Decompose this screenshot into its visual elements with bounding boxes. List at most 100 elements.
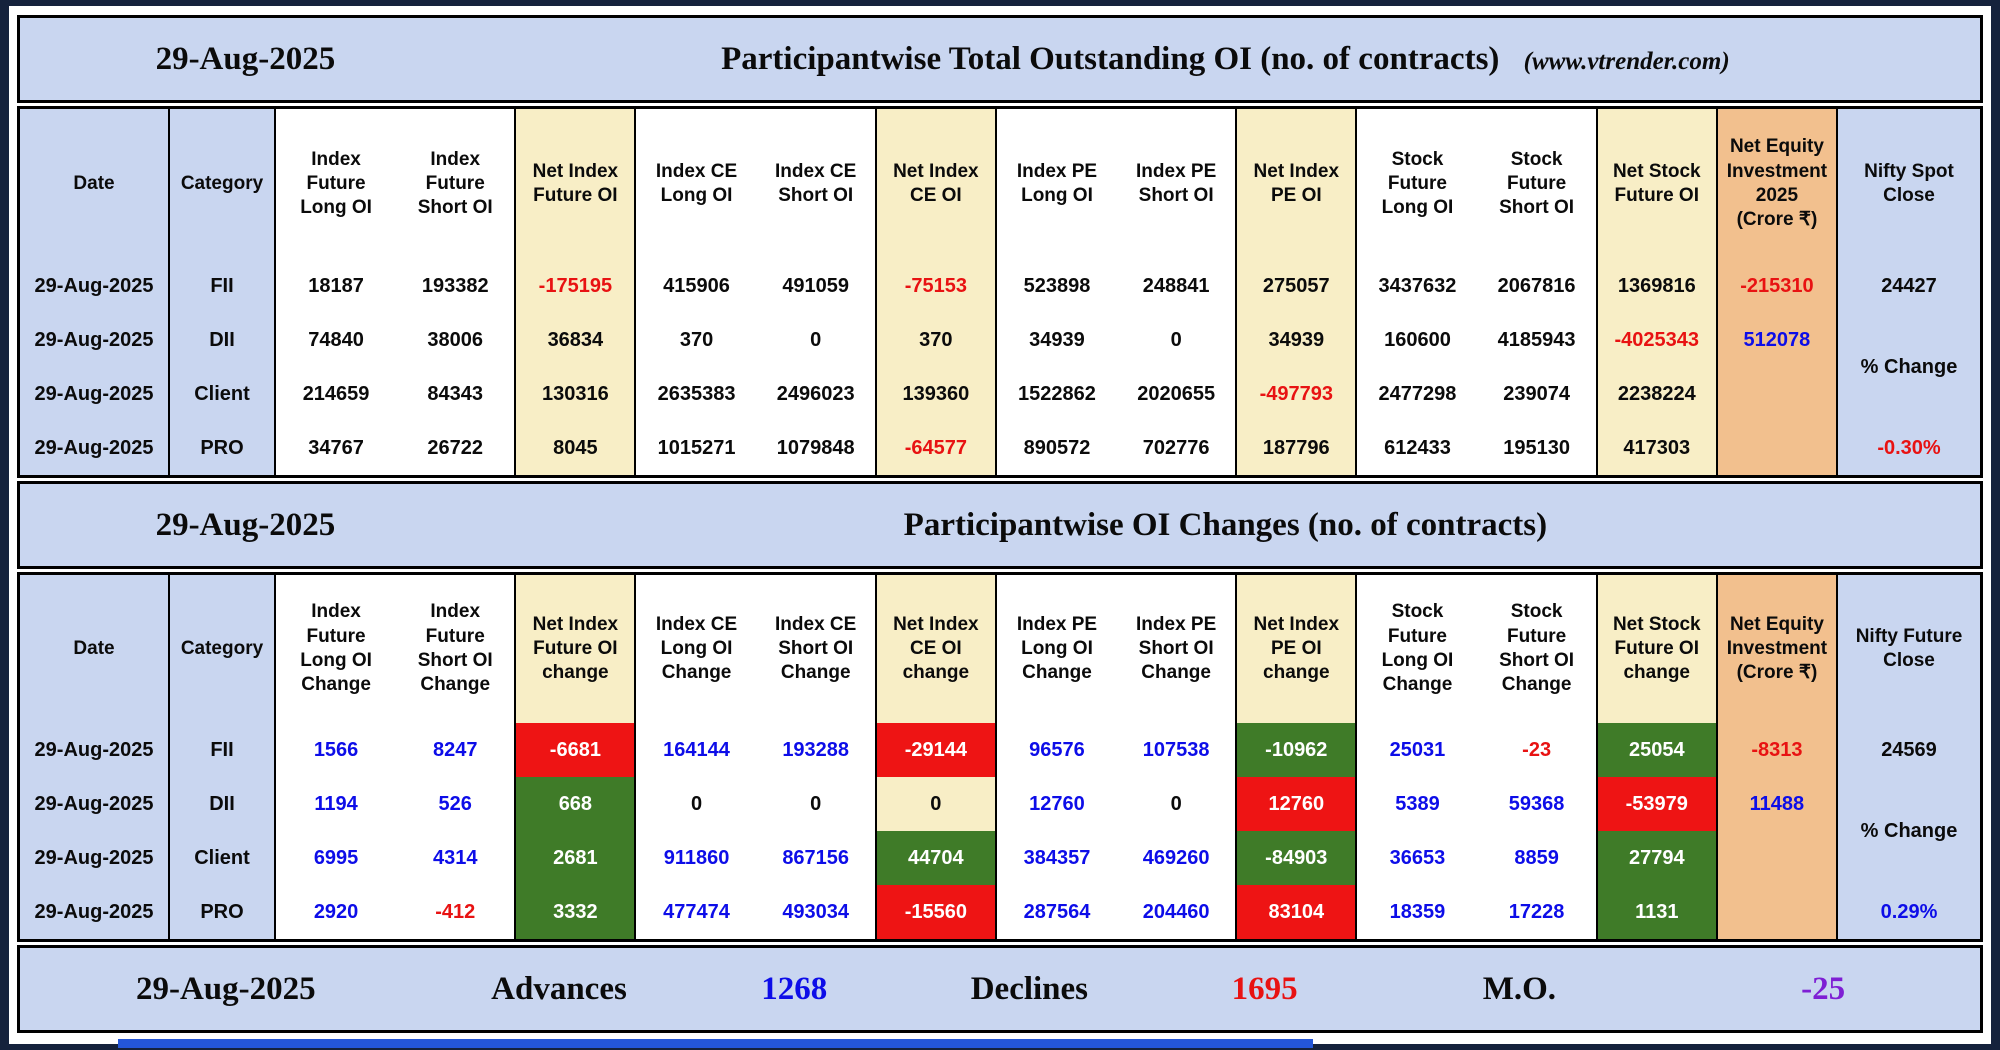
table1-stock-future-long-oi-row-0: 3437632 — [1378, 274, 1457, 297]
nifty-spot-close-pct: -0.30% — [1877, 436, 1941, 459]
table2-net-index-ce-oi-change-row-1: 0 — [930, 792, 942, 815]
column-header-index-pe-short-oi: Index PE Short OI — [1136, 160, 1217, 206]
column-header-index-future-long-oi: Index Future Long OI — [300, 148, 372, 219]
column-header-index-pe-long-oi: Index PE Long OI — [1016, 160, 1098, 206]
market-breadth-band: 29-Aug-2025 Advances 1268 Declines 1695 … — [17, 945, 1983, 1033]
column-header-net-equity-investment: Net Equity Investment (Crore ₹) — [1726, 613, 1828, 684]
table1-index-future-long-oi-row-0: 18187 — [308, 274, 364, 297]
table2-index-future-short-oi-change-row-1: 526 — [438, 792, 472, 815]
table2-col-net-stock-future-oi-change: Net Stock Future OI change 25054 -53979 277… — [1597, 575, 1718, 939]
column-header-stock-future-short-oi: Stock Future Short OI — [1499, 148, 1575, 219]
table2-index-future-long-oi-change-row-1: 1194 — [314, 792, 358, 815]
table1-net-index-pe-oi-row-2: -497793 — [1259, 382, 1333, 405]
table2-col-stock-future-short-oi-change: Stock Future Short OI Change -23 59368 8859… — [1477, 575, 1598, 939]
table1-net-index-pe-oi-row-0: 275057 — [1262, 274, 1330, 297]
table1-col-net-index-future-oi: Net Index Future OI -175195 36834 130316 804… — [516, 109, 637, 475]
table2-col-stock-future-long-oi-change: Stock Future Long OI Change 25031 5389 3665… — [1357, 575, 1478, 939]
table1-net-stock-future-oi-row-3: 417303 — [1623, 436, 1691, 459]
table1-col-net-index-ce-oi: Net Index CE OI -75153 370 139360 -64577 — [876, 109, 997, 475]
nifty-future-close-mid: % Change — [1860, 819, 1958, 842]
table2-col-index-ce-long-oi-change: Index CE Long OI Change 164144 0 911860 4774… — [636, 575, 757, 939]
column-header-index-future-short-oi: Index Future Short OI — [417, 148, 493, 219]
table1-col-net-equity-investment-2025: Net Equity Investment 2025 (Crore ₹) -215… — [1717, 109, 1838, 475]
column-header-net-index-pe-oi: Net Index PE OI — [1253, 160, 1340, 206]
table1-index-future-short-oi-row-1: 38006 — [427, 328, 484, 351]
table1-net-index-pe-oi-row-1: 34939 — [1268, 328, 1325, 351]
oi-changes-table: Date 29-Aug-2025 29-Aug-2025 29-Aug-2025 29-… — [17, 572, 1983, 942]
table1-date-row-3: 29-Aug-2025 — [34, 436, 154, 459]
table2-category-row-2: Client — [194, 846, 250, 869]
column-header-stock-future-long-oi-change: Stock Future Long OI Change — [1381, 601, 1454, 696]
table2-index-ce-long-oi-change-row-2: 911860 — [663, 846, 730, 869]
column-header-net-equity-investment-2025: Net Equity Investment 2025 (Crore ₹) — [1726, 136, 1828, 231]
table2-col-index-ce-short-oi-change: Index CE Short OI Change 193288 0 867156 493… — [756, 575, 877, 939]
table2-index-ce-short-oi-change-row-1: 0 — [810, 792, 822, 815]
table2-net-index-future-oi-change-row-1: 668 — [516, 777, 635, 831]
table2-col-index-future-short-oi-change: Index Future Short OI Change 8247 526 4314 -… — [396, 575, 517, 939]
column-header-nifty-spot-close: Nifty Spot Close — [1864, 160, 1954, 206]
table2-net-index-ce-oi-change-row-0: -29144 — [876, 723, 995, 777]
table1-col-index-pe-long-oi: Index PE Long OI 523898 34939 1522862 890572 — [996, 109, 1118, 475]
column-header-date: Date — [73, 637, 115, 659]
table1-index-ce-long-oi-row-1: 370 — [679, 328, 714, 351]
table1-category-row-1: DII — [209, 328, 235, 351]
table1-net-stock-future-oi-row-0: 1369816 — [1617, 274, 1696, 297]
table2-index-pe-long-oi-change-row-3: 287564 — [1023, 900, 1091, 923]
table1-index-pe-long-oi-row-2: 1522862 — [1018, 382, 1096, 405]
column-header-index-pe-short-oi-change: Index PE Short OI Change — [1136, 613, 1217, 684]
table2-index-pe-short-oi-change-row-1: 0 — [1170, 792, 1182, 815]
column-header-net-stock-future-oi: Net Stock Future OI — [1612, 160, 1701, 206]
mo-label: M.O. — [1482, 970, 1557, 1007]
table1-net-equity-investment-2025-row-1: 512078 — [1743, 328, 1811, 351]
table1-index-ce-long-oi-row-2: 2635383 — [657, 382, 736, 405]
table2-net-index-pe-oi-change-row-3: 83104 — [1237, 885, 1356, 939]
table1-index-pe-long-oi-row-3: 890572 — [1023, 436, 1091, 459]
table2-date-row-3: 29-Aug-2025 — [34, 900, 154, 923]
table2-stock-future-short-oi-change-row-3: 17228 — [1508, 900, 1565, 923]
table2-index-future-long-oi-change-row-2: 6995 — [313, 846, 359, 869]
table2-net-index-future-oi-change-row-0: -6681 — [516, 723, 635, 777]
column-header-net-index-future-oi: Net Index Future OI — [532, 160, 619, 206]
table2-category-row-1: DII — [209, 792, 235, 815]
table2-index-ce-long-oi-change-row-0: 164144 — [663, 738, 730, 761]
nifty-future-close-close: 24569 — [1881, 738, 1937, 761]
table1-col-index-pe-short-oi: Index PE Short OI 248841 0 2020655 702776 — [1117, 109, 1238, 475]
column-header-nifty-future-close: Nifty Future Close — [1855, 625, 1963, 671]
table2-index-ce-long-oi-change-row-1: 0 — [690, 792, 703, 815]
table2-net-index-pe-oi-change-row-0: -10962 — [1237, 723, 1356, 777]
outstanding-oi-title: Participantwise Total Outstanding OI (no… — [721, 40, 1500, 77]
table1-category-row-0: FII — [210, 274, 234, 297]
table1-index-future-short-oi-row-3: 26722 — [427, 436, 484, 459]
bottom-blue-strip — [118, 1039, 1313, 1048]
nifty-spot-close-close: 24427 — [1881, 274, 1937, 297]
table2-stock-future-short-oi-change-row-1: 59368 — [1508, 792, 1565, 815]
column-header-stock-future-long-oi: Stock Future Long OI — [1381, 148, 1454, 219]
nifty-future-close-pct: 0.29% — [1880, 900, 1938, 923]
table1-net-index-ce-oi-row-1: 370 — [919, 328, 953, 351]
column-header-net-index-ce-oi: Net Index CE OI — [893, 160, 979, 206]
table1-col-net-stock-future-oi: Net Stock Future OI 1369816 -4025343 223822… — [1597, 109, 1718, 475]
table1-index-ce-short-oi-row-1: 0 — [810, 328, 822, 351]
mo-value: -25 — [1801, 970, 1846, 1007]
table1-col-stock-future-long-oi: Stock Future Long OI 3437632 160600 2477298… — [1357, 109, 1478, 475]
table1-net-equity-investment-2025-row-3 — [1718, 421, 1836, 475]
table2-stock-future-long-oi-change-row-0: 25031 — [1389, 738, 1446, 761]
table1-stock-future-short-oi-row-0: 2067816 — [1497, 274, 1576, 297]
table1-col-index-future-long-oi: Index Future Long OI 18187 74840 214659 3476… — [276, 109, 397, 475]
table2-index-pe-long-oi-change-row-0: 96576 — [1029, 738, 1085, 761]
table2-stock-future-short-oi-change-row-2: 8859 — [1514, 846, 1559, 869]
advances-label: Advances — [491, 970, 627, 1007]
column-header-index-ce-long-oi: Index CE Long OI — [655, 160, 738, 206]
table2-index-pe-short-oi-change-row-2: 469260 — [1142, 846, 1210, 869]
table2-index-future-short-oi-change-row-3: -412 — [435, 900, 476, 923]
table2-net-stock-future-oi-change-row-1: -53979 — [1597, 777, 1716, 831]
outstanding-oi-title-wrap: Participantwise Total Outstanding OI (no… — [471, 41, 1980, 78]
table1-stock-future-short-oi-row-3: 195130 — [1503, 436, 1570, 459]
column-header-index-ce-long-oi-change: Index CE Long OI Change — [655, 613, 738, 684]
table2-net-equity-investment-row-2 — [1718, 831, 1836, 885]
report-date-2: 29-Aug-2025 — [155, 506, 336, 543]
table1-net-stock-future-oi-row-1: -4025343 — [1614, 328, 1700, 351]
table2-index-pe-long-oi-change-row-2: 384357 — [1023, 846, 1091, 869]
table2-col-net-index-ce-oi-change: Net Index CE OI change -29144 0 44704 -15560 — [876, 575, 997, 939]
table2-net-stock-future-oi-change-row-3: 1131 — [1597, 885, 1716, 939]
